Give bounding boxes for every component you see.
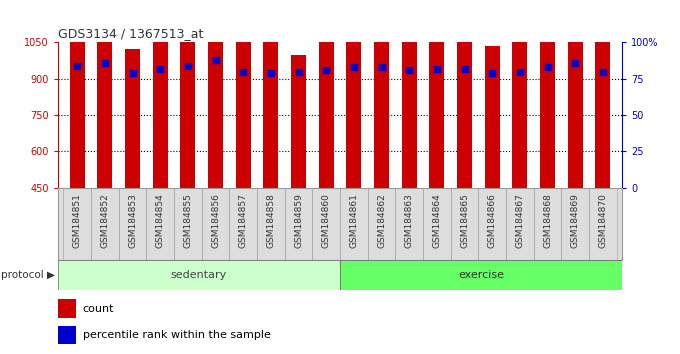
Bar <box>395 188 423 260</box>
Text: protocol ▶: protocol ▶ <box>1 270 54 280</box>
Point <box>598 69 609 74</box>
Point <box>238 69 249 74</box>
Point <box>293 69 304 74</box>
Point <box>348 64 359 70</box>
Bar <box>119 188 146 260</box>
Text: GSM184858: GSM184858 <box>267 193 275 248</box>
Bar <box>340 260 622 290</box>
Text: GSM184867: GSM184867 <box>515 193 524 248</box>
Point <box>99 60 110 65</box>
Point <box>71 63 82 69</box>
Bar <box>291 55 306 188</box>
Point <box>182 63 193 69</box>
Bar <box>69 6 85 188</box>
Bar <box>263 42 278 188</box>
Point <box>459 66 470 72</box>
Point <box>376 64 387 70</box>
Point <box>542 64 553 70</box>
Bar <box>506 188 534 260</box>
Bar <box>285 188 312 260</box>
Bar <box>97 0 112 188</box>
Text: count: count <box>83 304 114 314</box>
Bar <box>423 188 451 260</box>
Text: GSM184859: GSM184859 <box>294 193 303 248</box>
Text: GSM184853: GSM184853 <box>128 193 137 248</box>
Bar <box>229 188 257 260</box>
Text: GSM184863: GSM184863 <box>405 193 413 248</box>
Text: GSM184855: GSM184855 <box>184 193 192 248</box>
Text: exercise: exercise <box>458 270 504 280</box>
Bar <box>180 28 195 188</box>
Bar <box>318 39 334 188</box>
Bar <box>208 0 223 188</box>
Text: GSM184856: GSM184856 <box>211 193 220 248</box>
Text: GSM184864: GSM184864 <box>432 193 441 248</box>
Point <box>570 60 581 65</box>
Point <box>321 67 332 73</box>
Bar <box>451 188 478 260</box>
Bar <box>146 188 174 260</box>
Bar <box>312 188 340 260</box>
Bar <box>568 0 583 188</box>
Bar <box>125 49 140 188</box>
Text: GSM184851: GSM184851 <box>73 193 82 248</box>
Bar <box>58 260 340 290</box>
Bar <box>374 7 389 188</box>
Bar <box>63 188 91 260</box>
Bar <box>91 188 119 260</box>
Bar <box>58 326 76 344</box>
Text: GSM184860: GSM184860 <box>322 193 330 248</box>
Text: GDS3134 / 1367513_at: GDS3134 / 1367513_at <box>58 27 203 40</box>
Text: percentile rank within the sample: percentile rank within the sample <box>83 330 271 340</box>
Point <box>210 57 221 63</box>
Bar <box>346 19 362 188</box>
Bar <box>429 32 445 188</box>
Bar <box>485 46 500 188</box>
Bar <box>540 0 555 188</box>
Point <box>155 66 166 72</box>
Bar <box>534 188 561 260</box>
Text: GSM184854: GSM184854 <box>156 193 165 248</box>
Text: GSM184852: GSM184852 <box>101 193 109 248</box>
Text: GSM184862: GSM184862 <box>377 193 386 248</box>
Bar <box>152 33 168 188</box>
Point <box>487 70 498 76</box>
Bar <box>561 188 589 260</box>
Bar <box>340 188 368 260</box>
Bar <box>589 188 617 260</box>
Bar <box>457 7 472 188</box>
Text: GSM184866: GSM184866 <box>488 193 496 248</box>
Bar <box>595 41 611 188</box>
Bar <box>235 39 251 188</box>
Point <box>514 69 525 74</box>
Point <box>404 67 415 73</box>
Bar <box>402 33 417 188</box>
Bar <box>512 34 528 188</box>
Text: GSM184868: GSM184868 <box>543 193 552 248</box>
Text: GSM184857: GSM184857 <box>239 193 248 248</box>
Text: sedentary: sedentary <box>171 270 227 280</box>
Text: GSM184869: GSM184869 <box>571 193 579 248</box>
Text: GSM184861: GSM184861 <box>350 193 358 248</box>
Bar <box>257 188 285 260</box>
Bar <box>58 299 76 318</box>
Point <box>127 70 138 76</box>
Text: GSM184870: GSM184870 <box>598 193 607 248</box>
Point <box>265 70 276 76</box>
Bar <box>174 188 202 260</box>
Text: GSM184865: GSM184865 <box>460 193 469 248</box>
Point <box>431 66 442 72</box>
Bar <box>368 188 395 260</box>
Bar <box>202 188 229 260</box>
Bar <box>478 188 506 260</box>
